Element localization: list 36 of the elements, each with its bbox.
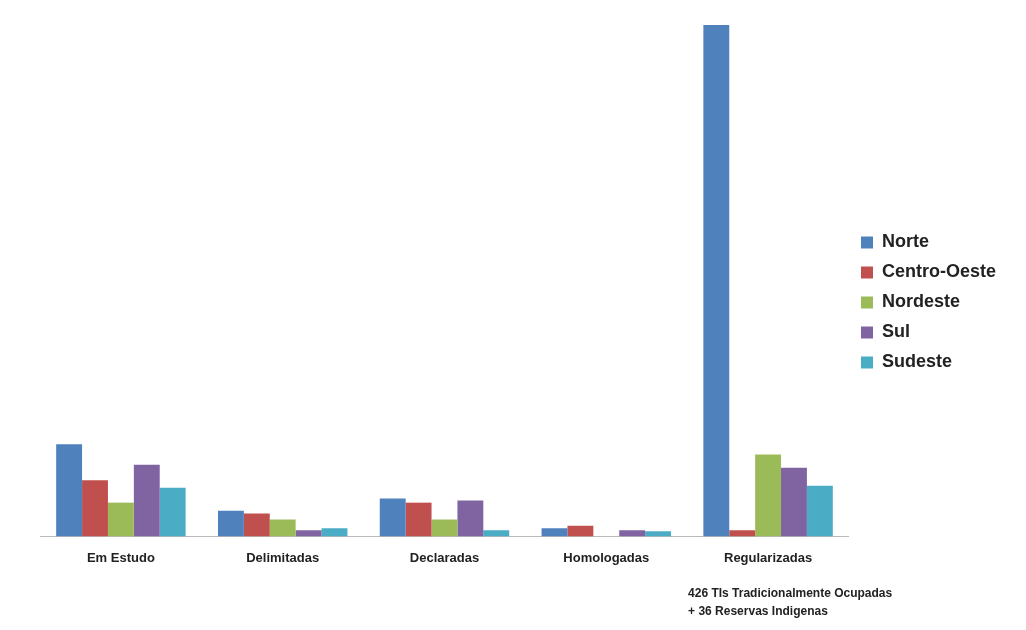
bar: [541, 528, 568, 537]
bar: [567, 525, 594, 537]
bar: [217, 510, 244, 537]
bar: [483, 530, 510, 537]
bar: [107, 502, 134, 537]
x-tick-label: Declaradas: [409, 549, 480, 565]
legend-label: Centro-Oeste: [881, 261, 997, 282]
bar: [379, 498, 406, 537]
x-tick-label: Regularizadas: [724, 549, 813, 565]
bar: [703, 25, 730, 537]
bar: [457, 500, 484, 537]
legend-label: Norte: [881, 231, 929, 252]
x-tick-label: Em Estudo: [86, 549, 155, 565]
bar: [806, 485, 833, 537]
bar: [243, 513, 270, 537]
bar: [755, 454, 782, 537]
bar: [431, 519, 458, 537]
bar: [729, 530, 756, 537]
text: 426 TIs Tradicionalmente Ocupadas: [688, 586, 893, 601]
bar: [56, 444, 83, 537]
legend-label: Nordeste: [881, 291, 961, 312]
bar: [619, 530, 646, 537]
bar: [295, 530, 322, 537]
bar: [781, 467, 807, 537]
bar: [321, 528, 348, 537]
x-tick-label: Delimitadas: [246, 549, 320, 565]
legend-label: Sul: [881, 321, 910, 342]
x-tick-label: Homologadas: [563, 549, 650, 565]
bar: [645, 531, 671, 537]
bar: [133, 464, 160, 537]
bar: [405, 502, 432, 537]
bar: [159, 487, 186, 537]
legend-label: Sudeste: [881, 351, 953, 372]
bar: [82, 480, 108, 537]
text: + 36 Reservas Indigenas: [688, 604, 829, 619]
bar: [269, 519, 296, 537]
